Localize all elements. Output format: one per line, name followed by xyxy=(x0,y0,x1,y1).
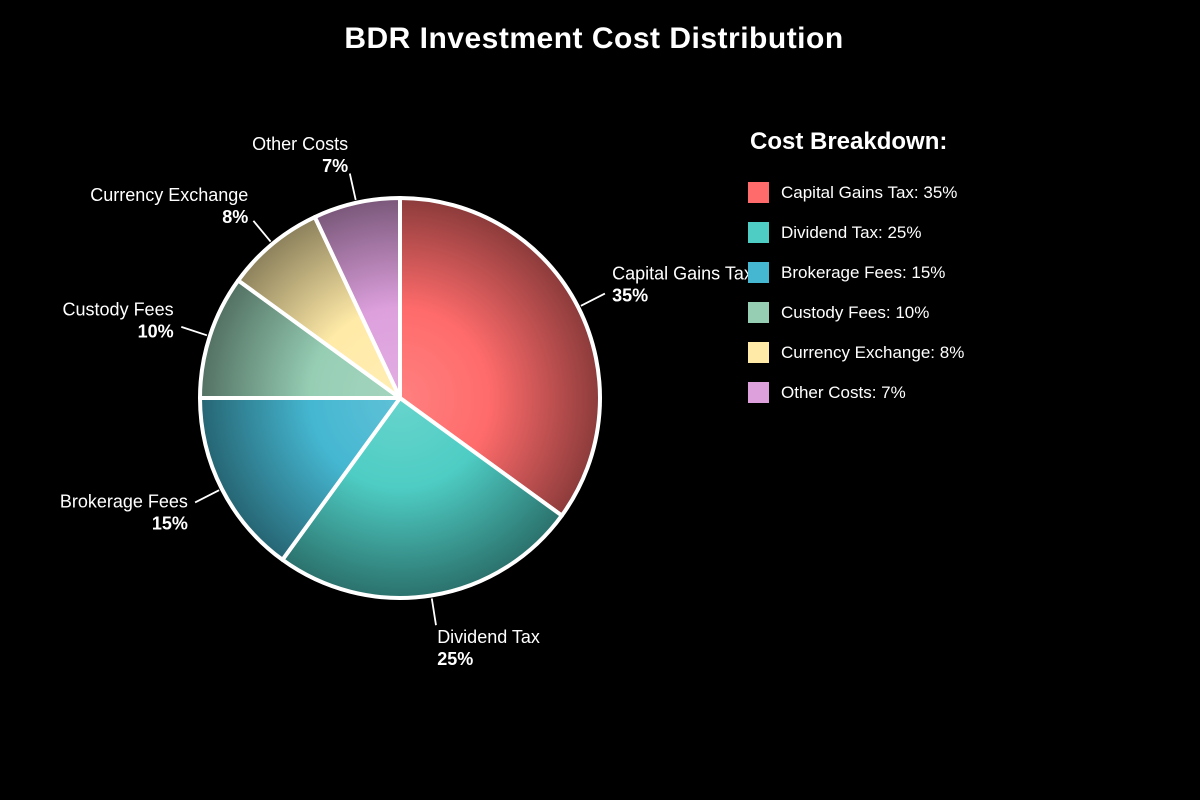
legend-item-label: Brokerage Fees: 15% xyxy=(781,263,946,282)
pie-slice-other-costs[interactable] xyxy=(312,196,402,400)
label-leader-line-capital-gains-tax xyxy=(580,292,606,307)
pie-slice-capital-gains-tax[interactable] xyxy=(398,196,602,518)
legend-item-other-costs[interactable]: Other Costs: 7% xyxy=(748,382,1078,403)
legend: Cost Breakdown: Capital Gains Tax: 35% Di… xyxy=(748,128,1078,422)
legend-swatch-brokerage-fees xyxy=(748,262,769,283)
legend-item-label: Other Costs: 7% xyxy=(781,383,906,402)
legend-swatch-currency-exchange xyxy=(748,342,769,363)
legend-swatch-capital-gains-tax xyxy=(748,182,769,203)
slice-pct-label-dividend-tax: 25% xyxy=(437,649,473,669)
legend-item-label: Capital Gains Tax: 35% xyxy=(781,183,958,202)
slice-label-dividend-tax: Dividend Tax xyxy=(437,627,540,647)
legend-swatch-dividend-tax xyxy=(748,222,769,243)
legend-swatch-custody-fees xyxy=(748,302,769,323)
slice-pct-label-currency-exchange: 8% xyxy=(222,207,248,227)
slice-label-brokerage-fees: Brokerage Fees xyxy=(60,491,188,511)
label-leader-line-dividend-tax xyxy=(430,598,437,626)
legend-title: Cost Breakdown: xyxy=(750,128,948,155)
label-leader-line-brokerage-fees xyxy=(194,489,220,504)
pie-slice-custody-fees[interactable] xyxy=(198,278,402,400)
legend-swatch-other-costs xyxy=(748,382,769,403)
slice-label-other-costs: Other Costs xyxy=(252,134,348,154)
pie-slice-brokerage-fees[interactable] xyxy=(198,396,402,562)
legend-item-brokerage-fees[interactable]: Brokerage Fees: 15% xyxy=(748,262,1078,283)
legend-item-dividend-tax[interactable]: Dividend Tax: 25% xyxy=(748,222,1078,243)
label-leader-line-custody-fees xyxy=(181,326,208,337)
pie-slice-dividend-tax[interactable] xyxy=(280,396,564,600)
slice-label-custody-fees: Custody Fees xyxy=(63,299,174,319)
legend-item-label: Dividend Tax: 25% xyxy=(781,223,922,242)
slice-label-capital-gains-tax: Capital Gains Tax xyxy=(612,263,753,283)
legend-items: Capital Gains Tax: 35% Dividend Tax: 25% B… xyxy=(748,182,1078,403)
label-leader-line-currency-exchange xyxy=(252,220,272,243)
legend-item-currency-exchange[interactable]: Currency Exchange: 8% xyxy=(748,342,1078,363)
legend-item-label: Custody Fees: 10% xyxy=(781,303,930,322)
legend-item-label: Currency Exchange: 8% xyxy=(781,343,965,362)
legend-item-capital-gains-tax[interactable]: Capital Gains Tax: 35% xyxy=(748,182,1078,203)
slice-label-currency-exchange: Currency Exchange xyxy=(90,185,248,205)
slice-pct-label-custody-fees: 10% xyxy=(138,321,174,341)
legend-item-custody-fees[interactable]: Custody Fees: 10% xyxy=(748,302,1078,323)
slice-pct-label-other-costs: 7% xyxy=(322,156,348,176)
slice-pct-label-brokerage-fees: 15% xyxy=(152,513,188,533)
chart-title: BDR Investment Cost Distribution xyxy=(344,22,844,55)
label-leader-line-other-costs xyxy=(348,173,357,201)
slice-pct-label-capital-gains-tax: 35% xyxy=(612,285,648,305)
